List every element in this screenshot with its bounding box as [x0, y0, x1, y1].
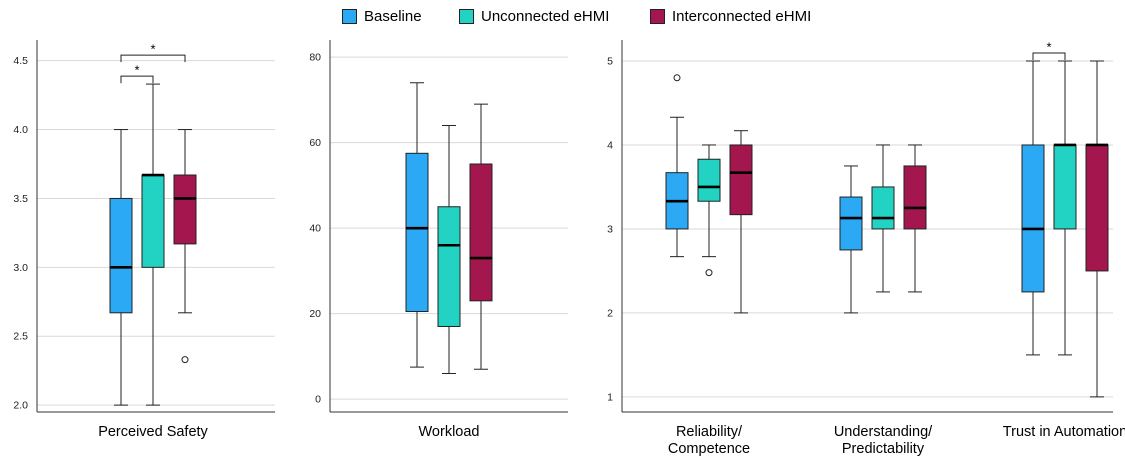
box-baseline-reliability-competence — [665, 74, 689, 258]
legend-item-interconnected: Interconnected eHMI — [650, 6, 811, 26]
x-axis-label-understanding-predictability: Understanding/Predictability — [834, 424, 933, 457]
iqr-box — [141, 174, 165, 268]
iqr-box — [1021, 144, 1045, 293]
box-baseline-perceived-safety — [109, 129, 133, 406]
significance-bracket-baseline-vs-interconnected-ehmi: * — [120, 42, 186, 63]
legend-label-baseline: Baseline — [364, 7, 422, 25]
iqr-box — [839, 196, 863, 251]
box-unconnected-ehmi-perceived-safety — [141, 83, 165, 406]
y-tick-label: 40 — [309, 223, 321, 235]
legend-label-unconnected: Unconnected eHMI — [481, 7, 610, 25]
outlier-point — [673, 74, 681, 82]
significance-bracket-baseline-vs-unconnected-ehmi: * — [120, 63, 154, 84]
significance-label: * — [134, 63, 139, 78]
box-unconnected-ehmi-trust-in-automation — [1053, 60, 1077, 356]
outlier-point — [181, 356, 189, 364]
iqr-box — [1053, 144, 1077, 230]
y-tick-label: 4.0 — [13, 124, 28, 136]
box-baseline-trust-in-automation — [1021, 60, 1045, 356]
iqr-box — [903, 165, 927, 230]
y-tick-label: 2.5 — [13, 331, 28, 343]
x-axis-label-perceived-safety: Perceived Safety — [98, 424, 208, 440]
x-axis-label-workload: Workload — [419, 424, 480, 440]
y-tick-label: 1 — [607, 391, 613, 403]
y-tick-label: 3.5 — [13, 193, 28, 205]
iqr-box — [173, 174, 197, 245]
legend-item-baseline: Baseline — [342, 6, 422, 26]
y-tick-label: 2.0 — [13, 400, 28, 412]
legend: Baseline Unconnected eHMI Interconnected… — [0, 0, 1125, 30]
box-unconnected-ehmi-reliability-competence — [697, 144, 721, 277]
legend-swatch-interconnected — [650, 8, 665, 24]
y-tick-label: 0 — [315, 394, 321, 406]
y-tick-label: 3 — [607, 223, 613, 235]
significance-bracket-baseline-vs-unconnected-ehmi: * — [1032, 39, 1066, 60]
iqr-box — [1085, 144, 1109, 272]
significance-label: * — [1046, 39, 1051, 54]
iqr-box — [109, 197, 133, 314]
box-interconnected-ehmi-reliability-competence — [729, 130, 753, 314]
y-tick-label: 5 — [607, 55, 613, 67]
box-interconnected-ehmi-understanding-predictability — [903, 144, 927, 293]
box-unconnected-ehmi-understanding-predictability — [871, 144, 895, 293]
bracket-line — [120, 75, 154, 84]
iqr-box — [437, 206, 461, 327]
y-tick-label: 3.0 — [13, 262, 28, 274]
y-tick-label: 60 — [309, 137, 321, 149]
outlier-point — [705, 269, 713, 277]
box-baseline-workload — [405, 82, 429, 368]
panel-2: 0 20 40 60 80 Workload — [309, 40, 568, 440]
significance-label: * — [150, 42, 155, 57]
y-tick-label: 4.5 — [13, 55, 28, 67]
iqr-box — [469, 163, 493, 302]
iqr-box — [871, 186, 895, 230]
iqr-box — [405, 152, 429, 313]
box-interconnected-ehmi-perceived-safety — [173, 129, 197, 364]
y-tick-label: 4 — [607, 139, 613, 151]
y-tick-label: 20 — [309, 308, 321, 320]
bracket-line — [1032, 52, 1066, 60]
box-baseline-understanding-predictability — [839, 165, 863, 314]
iqr-box — [697, 158, 721, 202]
x-axis-label-trust-in-automation: Trust in Automation — [1003, 424, 1125, 440]
box-interconnected-ehmi-trust-in-automation — [1085, 60, 1109, 398]
box-unconnected-ehmi-workload — [437, 125, 461, 375]
legend-swatch-baseline — [342, 8, 357, 24]
legend-item-unconnected: Unconnected eHMI — [459, 6, 609, 26]
legend-label-interconnected: Interconnected eHMI — [672, 7, 812, 25]
bracket-line — [120, 54, 186, 63]
box-interconnected-ehmi-workload — [469, 103, 493, 370]
iqr-box — [729, 144, 753, 216]
legend-swatch-unconnected — [459, 8, 474, 24]
x-axis-label-reliability-competence: Reliability/Competence — [668, 424, 750, 457]
y-tick-label: 80 — [309, 52, 321, 64]
y-tick-label: 2 — [607, 307, 613, 319]
panel-3: 1 2 3 4 5 Reliability/Competence Understanding… — [607, 39, 1125, 457]
panel-1: 2.0 2.5 3.0 3.5 4.0 4.5 Perceived Safety * * — [13, 40, 275, 440]
